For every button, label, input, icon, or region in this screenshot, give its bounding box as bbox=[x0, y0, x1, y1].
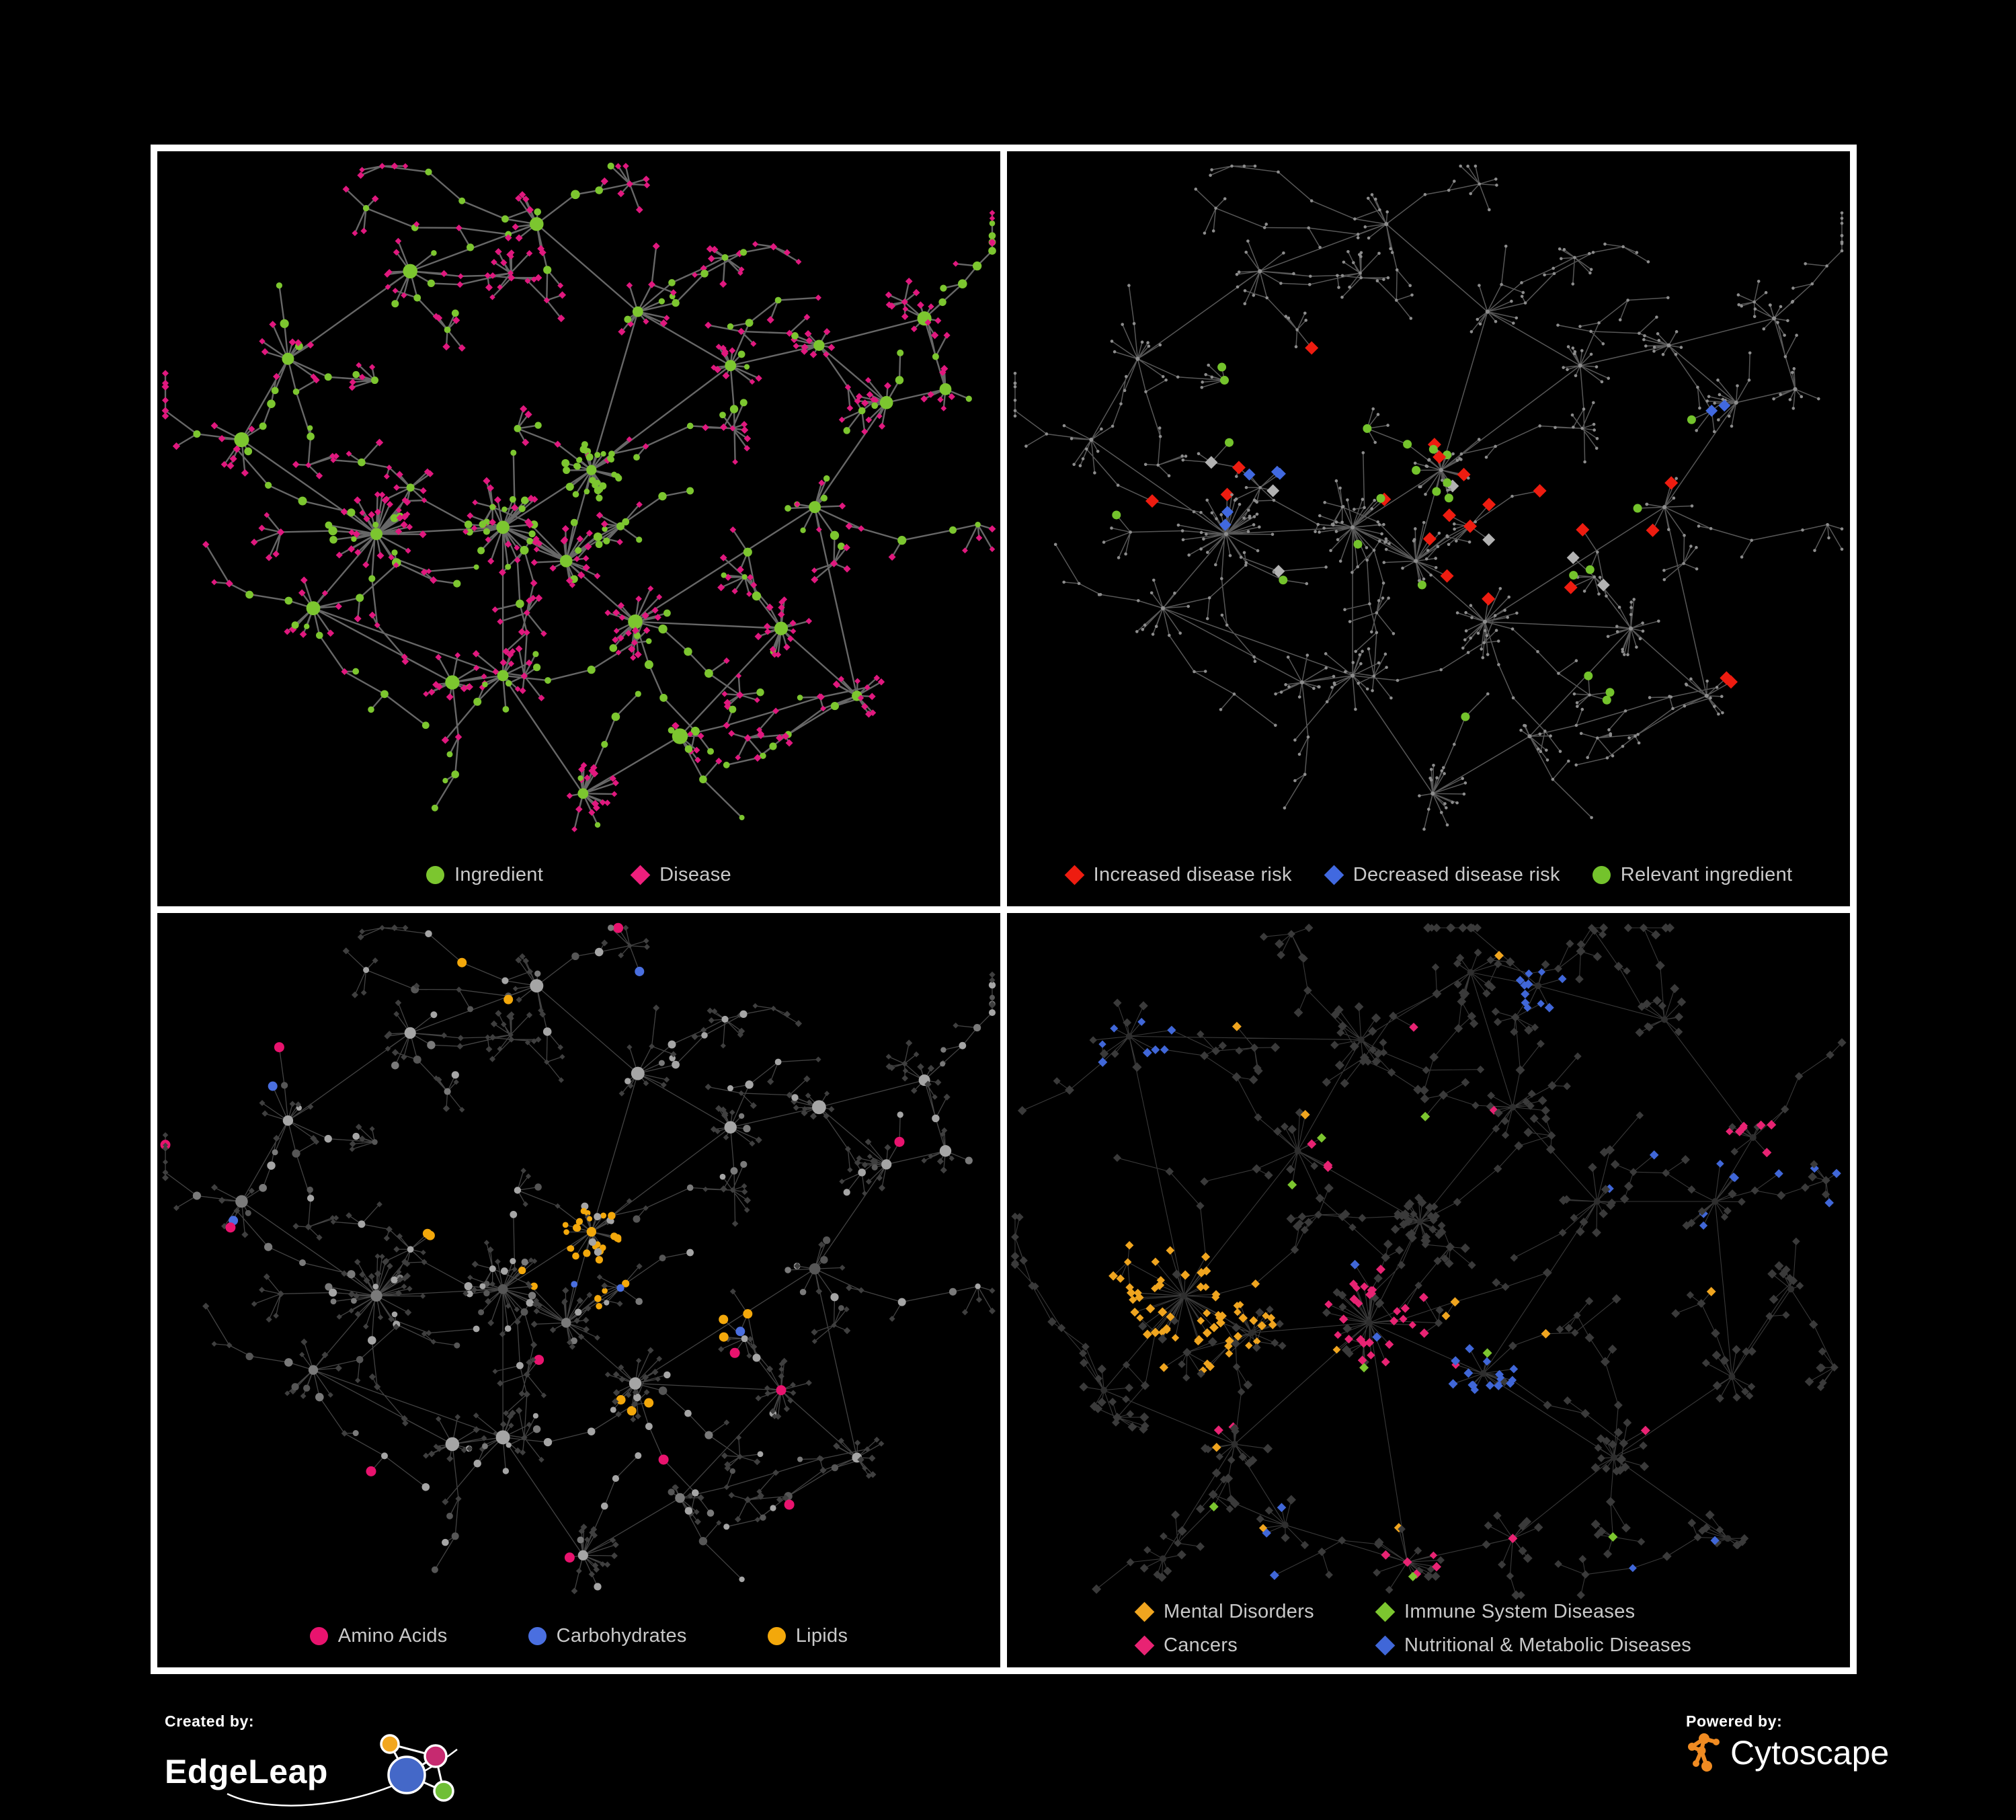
legend-marker-diamond-icon bbox=[1324, 865, 1344, 885]
cytoscape-logo-icon bbox=[1688, 1733, 1720, 1772]
legend-row: Amino Acids Carbohydrates Lipids bbox=[309, 1625, 848, 1647]
legend-marker-circle-icon bbox=[767, 1627, 786, 1645]
legend-item: Lipids bbox=[767, 1625, 848, 1647]
edgeleap-wordmark: EdgeLeap bbox=[165, 1753, 328, 1790]
panel-ingredient-disease: Ingredient Disease bbox=[157, 151, 1000, 906]
legend-label: Carbohydrates bbox=[556, 1625, 687, 1647]
legend-label: Relevant ingredient bbox=[1620, 863, 1793, 885]
panel-nutrient-classes: Amino Acids Carbohydrates Lipids bbox=[157, 912, 1000, 1667]
network-disease-risk bbox=[1013, 164, 1844, 831]
legend-item: Relevant ingredient bbox=[1592, 864, 1793, 886]
legend-marker-diamond-icon bbox=[1375, 1601, 1396, 1622]
created-by-block: Created by: EdgeLeap bbox=[165, 1712, 469, 1811]
legend-item: Amino Acids bbox=[309, 1625, 448, 1647]
legend-item: Increased disease risk bbox=[1064, 863, 1292, 886]
powered-by-label: Powered by: bbox=[1686, 1712, 1783, 1730]
legend-marker-circle-icon bbox=[426, 865, 445, 884]
legend-item: Nutritional & Metabolic Diseases bbox=[1375, 1634, 1691, 1657]
legend-marker-diamond-icon bbox=[1064, 865, 1084, 885]
legend-label: Nutritional & Metabolic Diseases bbox=[1404, 1634, 1692, 1656]
legend-marker-diamond-icon bbox=[1375, 1635, 1396, 1656]
created-by-label: Created by: bbox=[165, 1712, 255, 1730]
figure-grid: Ingredient Disease Increased disease risk… bbox=[151, 145, 1857, 1674]
panel-disease-risk: Increased disease risk Decreased disease … bbox=[1007, 151, 1850, 906]
edgeleap-logo-icon bbox=[227, 1734, 458, 1807]
legend-marker-circle-icon bbox=[1592, 865, 1611, 884]
legend-marker-diamond-icon bbox=[630, 865, 651, 885]
legend-nutrient-classes: Amino Acids Carbohydrates Lipids bbox=[157, 1625, 1000, 1647]
legend-label: Ingredient bbox=[454, 863, 544, 885]
network-disease-categories bbox=[1010, 922, 1847, 1599]
legend-marker-diamond-icon bbox=[1134, 1635, 1155, 1656]
legend-row: Increased disease risk Decreased disease … bbox=[1064, 863, 1793, 886]
legend-row: Ingredient Disease bbox=[426, 864, 731, 886]
legend-item: Mental Disorders bbox=[1134, 1601, 1375, 1623]
legend-label: Disease bbox=[659, 863, 731, 885]
powered-by-block: Powered by: Cytoscape bbox=[1686, 1712, 1889, 1774]
network-ingredient-disease bbox=[161, 162, 996, 832]
legend-item: Immune System Diseases bbox=[1375, 1601, 1635, 1623]
legend-label: Decreased disease risk bbox=[1353, 863, 1560, 885]
legend-row: Mental Disorders Immune System Diseases bbox=[1134, 1601, 1635, 1623]
legend-label: Cancers bbox=[1164, 1634, 1238, 1656]
legend-item: Disease bbox=[630, 863, 731, 886]
legend-item: Carbohydrates bbox=[528, 1625, 687, 1647]
legend-label: Mental Disorders bbox=[1164, 1601, 1314, 1622]
legend-label: Lipids bbox=[795, 1625, 848, 1647]
legend-label: Amino Acids bbox=[337, 1625, 448, 1647]
network-nutrient-classes bbox=[160, 922, 996, 1594]
legend-item: Cancers bbox=[1134, 1634, 1375, 1657]
legend-row: Cancers Nutritional & Metabolic Diseases bbox=[1134, 1634, 1691, 1657]
legend-item: Ingredient bbox=[426, 864, 543, 886]
cytoscape-wordmark: Cytoscape bbox=[1730, 1734, 1890, 1772]
legend-ingredient-disease: Ingredient Disease bbox=[157, 864, 1000, 886]
legend-marker-circle-icon bbox=[528, 1627, 547, 1645]
legend-marker-circle-icon bbox=[309, 1627, 328, 1645]
legend-item: Decreased disease risk bbox=[1324, 864, 1560, 886]
legend-marker-diamond-icon bbox=[1134, 1601, 1155, 1622]
legend-label: Increased disease risk bbox=[1093, 863, 1292, 885]
legend-label: Immune System Diseases bbox=[1404, 1601, 1636, 1622]
legend-disease-categories: Mental Disorders Immune System Diseases Ca… bbox=[1134, 1601, 1691, 1657]
legend-disease-risk: Increased disease risk Decreased disease … bbox=[1007, 864, 1850, 886]
panel-disease-categories: Mental Disorders Immune System Diseases Ca… bbox=[1007, 912, 1850, 1667]
